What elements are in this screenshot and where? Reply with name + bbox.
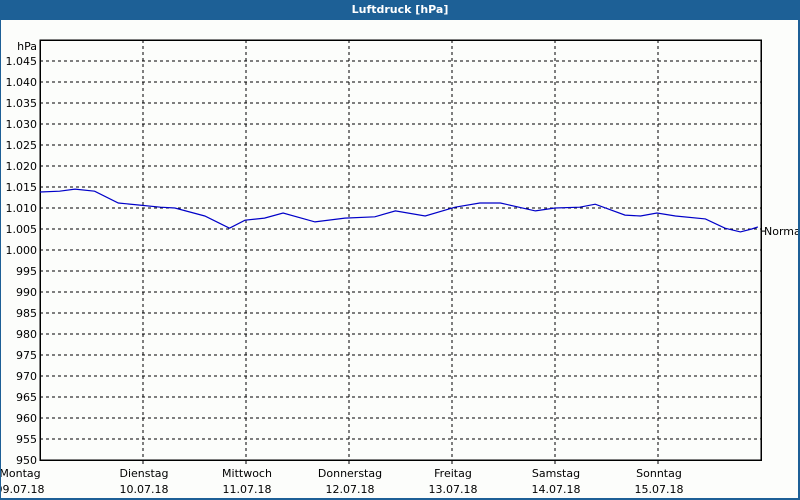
y-tick-label: 970 (16, 370, 37, 383)
y-tick-label: 980 (16, 328, 37, 341)
y-tick-label: 1.020 (6, 160, 38, 173)
annotation-label-normal: Normal (764, 225, 798, 238)
x-tick-day: Mittwoch (222, 467, 272, 480)
y-tick-label: 985 (16, 307, 37, 320)
y-tick-label: 1.030 (6, 118, 38, 131)
window-title: Luftdruck [hPa] (0, 0, 800, 20)
y-tick-label: 965 (16, 391, 37, 404)
y-axis-unit: hPa (17, 40, 37, 53)
x-tick-day: Montag (1, 467, 41, 480)
y-tick-label: 955 (16, 433, 37, 446)
series-line-luftdruck (39, 188, 759, 233)
x-tick-day: Donnerstag (318, 467, 382, 480)
y-tick-label: 1.035 (6, 97, 38, 110)
x-tick-date: 12.07.18 (326, 483, 375, 496)
y-tick-label: 1.025 (6, 139, 38, 152)
x-tick-date: 09.07.18 (1, 483, 44, 496)
x-tick-date: 15.07.18 (635, 483, 684, 496)
y-tick-label: 1.040 (6, 76, 38, 89)
y-tick-label: 950 (16, 454, 37, 467)
chart-canvas: 950 955 960 965 970 975 980 985 990 995 1.000 1.005… (1, 20, 798, 498)
y-tick-label: 995 (16, 265, 37, 278)
x-tick-day: Samstag (532, 467, 580, 480)
y-tick-label: 1.000 (6, 244, 38, 257)
y-tick-label: 1.010 (6, 202, 38, 215)
pressure-chart: 950 955 960 965 970 975 980 985 990 995 1.000 1.005… (1, 39, 798, 496)
x-tick-date: 14.07.18 (532, 483, 581, 496)
x-tick-day: Sonntag (636, 467, 682, 480)
x-tick-day: Dienstag (119, 467, 168, 480)
x-tick-date: 11.07.18 (223, 483, 272, 496)
y-tick-label: 1.005 (6, 223, 38, 236)
y-tick-label: 1.045 (6, 55, 38, 68)
x-tick-day: Freitag (434, 467, 472, 480)
y-tick-label: 975 (16, 349, 37, 362)
y-tick-label: 1.015 (6, 181, 38, 194)
y-tick-label: 990 (16, 286, 37, 299)
x-tick-date: 13.07.18 (429, 483, 478, 496)
plot-frame (39, 39, 762, 461)
y-tick-label: 960 (16, 412, 37, 425)
x-tick-date: 10.07.18 (120, 483, 169, 496)
